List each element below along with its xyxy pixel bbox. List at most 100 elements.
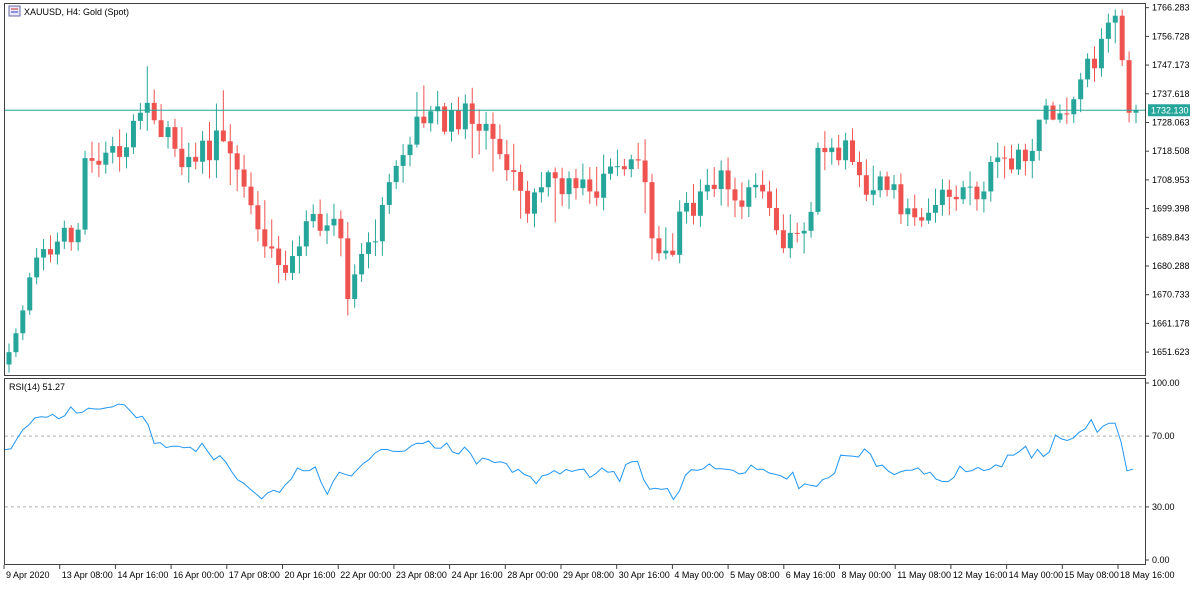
candle-body-bull	[379, 204, 385, 242]
rsi-layer	[4, 403, 1145, 508]
candle-body-bull	[566, 178, 572, 195]
candle-body-bull	[303, 221, 309, 247]
price-tick-label: 1718.508	[1152, 146, 1190, 156]
candle-body-bear	[690, 202, 696, 216]
candle-body-bull	[414, 116, 420, 145]
candle-body-bull	[608, 166, 614, 174]
candle	[905, 198, 911, 226]
candle-body-bear	[283, 265, 289, 273]
price-pane-frame	[4, 3, 1146, 376]
candle-body-bull	[27, 277, 33, 311]
candle	[324, 213, 330, 245]
candle-body-bull	[1112, 15, 1118, 23]
candle	[269, 219, 275, 258]
candle	[732, 177, 738, 218]
candle	[449, 102, 455, 142]
candle	[179, 127, 185, 175]
candle	[1009, 144, 1015, 174]
candle-body-bull	[870, 190, 876, 195]
candle-body-bear	[89, 158, 95, 161]
candle	[379, 197, 385, 256]
candle	[200, 131, 206, 174]
candle	[137, 103, 143, 130]
candle	[663, 227, 669, 260]
candle-body-bear	[794, 232, 800, 234]
candle-body-bear	[1009, 158, 1015, 170]
candle-body-bear	[117, 146, 123, 157]
candle	[483, 111, 489, 150]
candle	[359, 243, 365, 282]
candle	[1078, 72, 1084, 113]
candle-body-bear	[725, 170, 731, 190]
candle	[767, 180, 773, 217]
candle-body-bull	[981, 191, 987, 200]
candle-body-bull	[186, 156, 192, 168]
candle-body-bull	[926, 212, 932, 221]
candle	[207, 122, 213, 179]
candle	[960, 180, 966, 205]
candle	[870, 165, 876, 206]
candle-body-bear	[525, 190, 531, 214]
candle-body-bear	[898, 184, 904, 215]
candle-body-bear	[172, 127, 178, 149]
candle	[773, 188, 779, 235]
candle-body-bull	[601, 173, 607, 198]
candle-body-bear	[193, 156, 199, 162]
candle-body-bull	[677, 211, 683, 255]
candle	[573, 168, 579, 200]
candle	[815, 142, 821, 215]
candle-body-bear	[455, 110, 461, 130]
candle	[165, 120, 171, 149]
candle	[1057, 104, 1063, 123]
candle	[27, 272, 33, 315]
candle-body-bull	[310, 213, 316, 222]
candle	[559, 167, 565, 207]
time-tick-label: 6 May 16:00	[786, 570, 836, 580]
candle-body-bear	[234, 153, 240, 170]
candle	[704, 168, 710, 200]
candle-body-bull	[213, 130, 219, 161]
candle	[234, 145, 240, 192]
candles-layer	[5, 9, 1145, 373]
candle	[566, 171, 572, 209]
candle	[455, 97, 461, 135]
candle-body-bull	[891, 184, 897, 190]
candle-body-bull	[697, 191, 703, 216]
candle-body-bear	[773, 207, 779, 231]
candle-body-bull	[393, 165, 399, 183]
time-tick-label: 8 May 00:00	[842, 570, 892, 580]
candle-body-bull	[1029, 150, 1035, 162]
candle	[469, 87, 475, 159]
candle	[587, 167, 593, 204]
candle	[1112, 9, 1118, 44]
candle-body-bear	[248, 186, 254, 206]
candle	[718, 160, 724, 206]
rsi-tick-label: 30.00	[1152, 502, 1175, 512]
candle	[538, 171, 544, 203]
candle	[1105, 13, 1111, 53]
candle-body-bull	[995, 157, 1001, 163]
candle	[594, 166, 600, 206]
candle	[525, 180, 531, 223]
candle	[822, 131, 828, 171]
candle-body-bull	[110, 146, 116, 153]
candle	[988, 156, 994, 202]
candle	[283, 250, 289, 281]
candle	[621, 158, 627, 176]
rsi-pane-frame	[4, 378, 1146, 565]
candle-body-bear	[670, 250, 676, 255]
candle-body-bear	[1119, 15, 1125, 61]
candle	[317, 199, 323, 237]
candle	[856, 151, 862, 188]
candle-body-bear	[179, 148, 185, 168]
time-axis: 9 Apr 2020 13 Apr 08:00 14 Apr 16:00 16 Apr…	[3, 565, 1175, 580]
candle	[656, 225, 662, 262]
candle-body-bull	[1057, 113, 1063, 120]
candle-body-bull	[829, 147, 835, 153]
candle	[310, 204, 316, 228]
candle	[504, 140, 510, 181]
candle-body-bull	[144, 102, 150, 113]
candle	[497, 124, 503, 160]
